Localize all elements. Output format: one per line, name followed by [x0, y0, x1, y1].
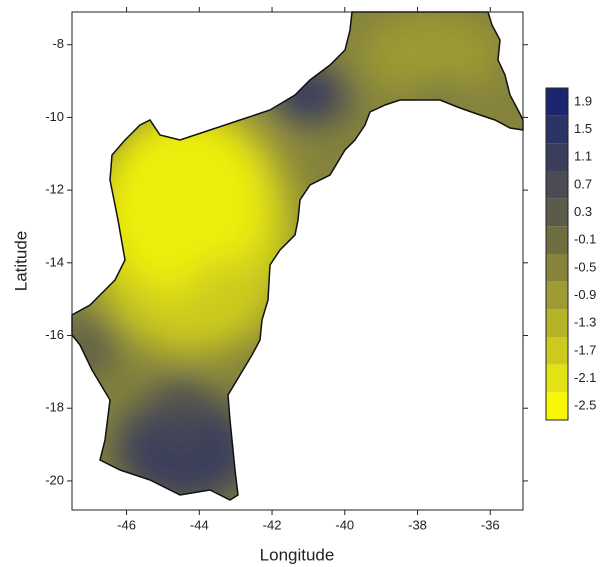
- colorbar-label: -1.3: [574, 315, 596, 330]
- y-tick-label: -8: [52, 36, 64, 51]
- colorbar-label: -0.9: [574, 287, 596, 302]
- x-tick-label: -42: [263, 517, 282, 532]
- x-tick-label: -44: [190, 517, 209, 532]
- colorbar-band: [546, 364, 568, 393]
- colorbar-label: 1.9: [574, 93, 592, 108]
- colorbar-label: -2.5: [574, 398, 596, 413]
- colorbar-label: -0.5: [574, 259, 596, 274]
- colorbar-label: -0.1: [574, 232, 596, 247]
- colorbar-label: 0.7: [574, 176, 592, 191]
- colorbar-band: [546, 337, 568, 365]
- colorbar-band: [546, 254, 568, 282]
- colorbar-band: [546, 309, 568, 337]
- colorbar-label: 1.1: [574, 149, 592, 164]
- colorbar-band: [546, 171, 568, 199]
- colorbar-band: [546, 281, 568, 310]
- x-tick-label: -38: [408, 517, 427, 532]
- colorbar-band: [546, 198, 568, 227]
- x-axis-title: Longitude: [260, 545, 335, 564]
- colorbar-band: [546, 226, 568, 254]
- colorbar-band: [546, 143, 568, 171]
- y-tick-label: -20: [45, 472, 64, 487]
- plot-frame: [71, 11, 524, 511]
- x-tick-label: -40: [335, 517, 354, 532]
- colorbar-label: 0.3: [574, 204, 592, 219]
- colorbar-label: 1.5: [574, 121, 592, 136]
- y-axis-title: Latitude: [11, 231, 30, 292]
- colorbar-band: [546, 88, 568, 116]
- y-tick-label: -10: [45, 109, 64, 124]
- colorbar-frame: [545, 87, 569, 421]
- colorbar-band: [546, 115, 568, 144]
- y-tick-label: -16: [45, 327, 64, 342]
- region-outline: [71, 11, 524, 501]
- contour-field: [72, 12, 523, 500]
- x-tick-label: -36: [481, 517, 500, 532]
- colorbar-band: [546, 392, 568, 420]
- x-tick-label: -46: [117, 517, 136, 532]
- colorbar-label: -2.1: [574, 370, 596, 385]
- y-tick-label: -12: [45, 182, 64, 197]
- y-tick-label: -18: [45, 400, 64, 415]
- y-tick-label: -14: [45, 254, 64, 269]
- colorbar-label: -1.7: [574, 342, 596, 357]
